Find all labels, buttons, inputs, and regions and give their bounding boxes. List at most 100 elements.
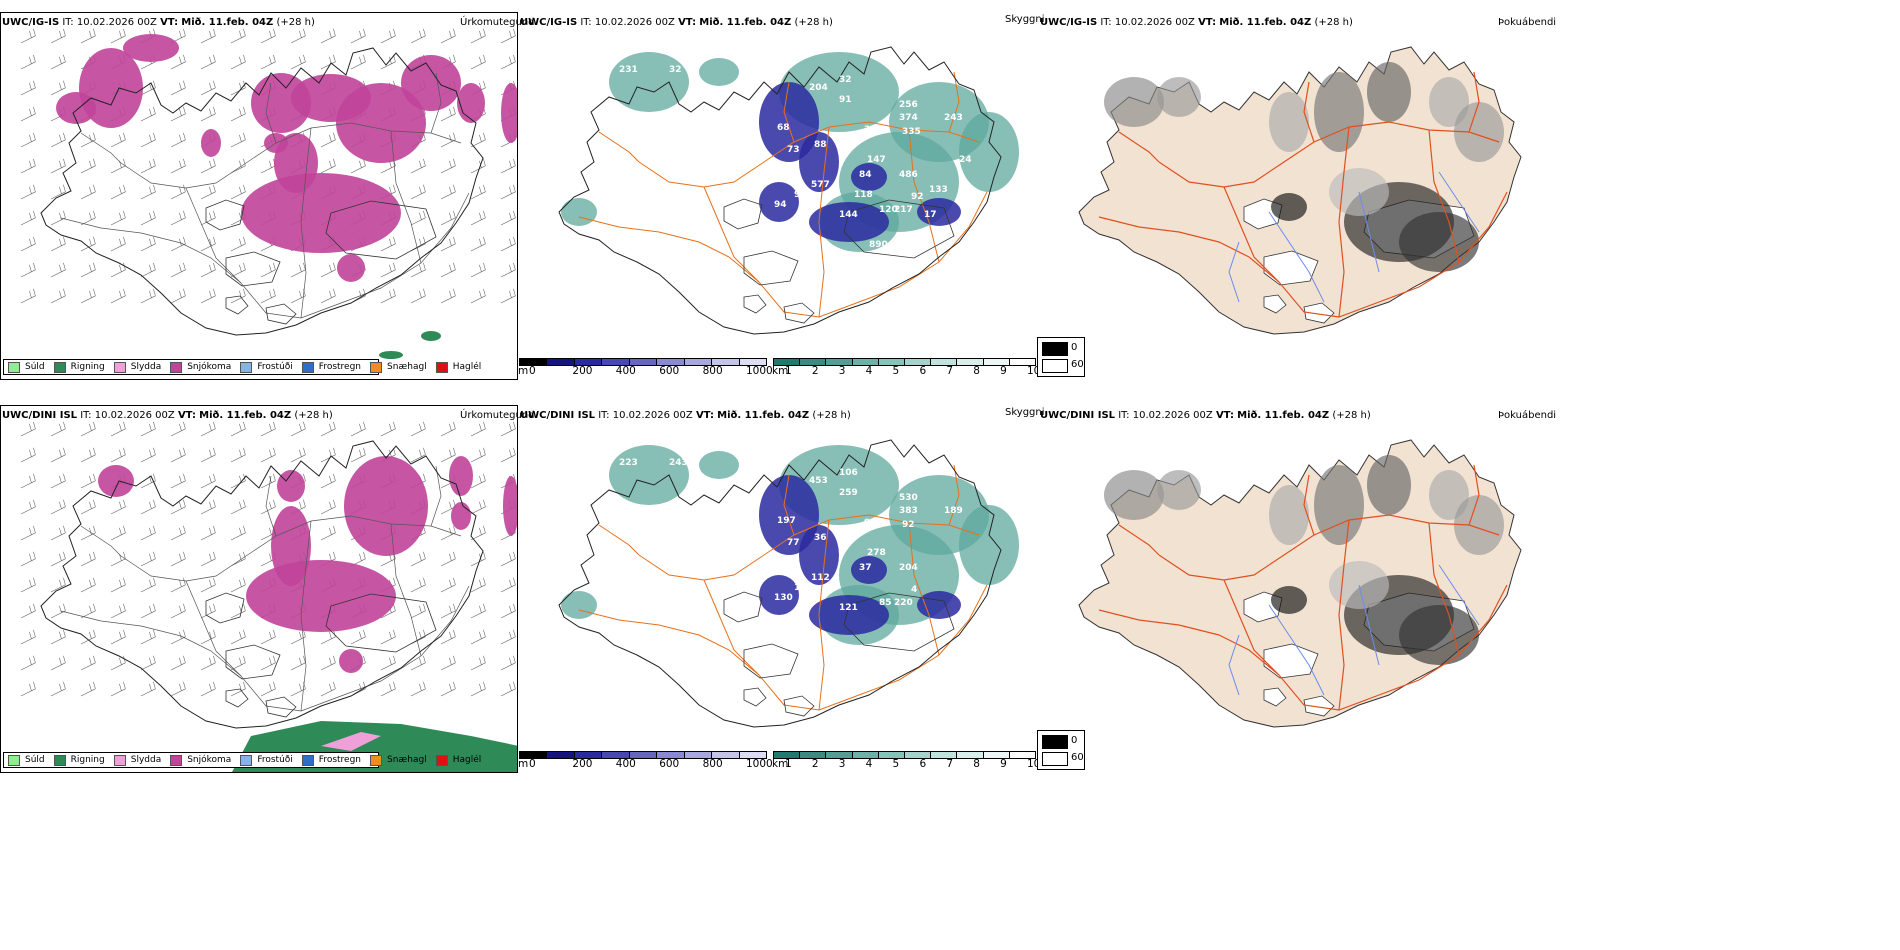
ceiling-value-label: 278 (867, 548, 886, 558)
ceiling-value-label: 32 (839, 75, 852, 85)
fog-legend-label: 60 (1071, 752, 1084, 763)
precip-legend-item: Haglél (435, 361, 481, 373)
precip-legend-swatch (301, 361, 314, 373)
ceiling-value-label: 106 (839, 468, 858, 478)
precip-legend-item: Súld (8, 754, 45, 766)
cloud-title-row1: Skyggni (1005, 14, 1045, 25)
colorbar-segment (1008, 358, 1036, 366)
colorbar-segment (546, 751, 575, 759)
precip-legend-swatch (301, 754, 314, 766)
precip-title-row1: Úrkomutegund (460, 17, 535, 28)
ceiling-colorbar-row2: m 0 200 400 600 800 1000 (518, 751, 773, 770)
fog-title-row2: Þokuábendi (1498, 410, 1557, 421)
precip-legend-item: Snæhagl (370, 754, 427, 766)
ceiling-value-label: 98 (794, 190, 807, 200)
colorbar-tick: 1000 (746, 365, 773, 377)
colorbar-tick: 600 (659, 758, 680, 770)
ceiling-value-label: 32 (669, 65, 682, 75)
precip-map-row1 (20, 28, 517, 359)
ceiling-value-label: 189 (944, 506, 963, 516)
colorbar-unit: km (772, 365, 789, 377)
colorbar-segment (877, 358, 905, 366)
ceiling-value-label: 217 (894, 205, 913, 215)
ceiling-value-label: 243 (944, 113, 963, 123)
ceiling-value-label: 204 (899, 563, 918, 573)
cloud-panel-row2: 223 187 243 453 259 106 530 383 92 189 197 77 36 97 27… (519, 405, 1039, 773)
ceiling-value-label: 204 (809, 83, 828, 93)
header-row2-panel1: UWC/DINI ISL IT: 10.02.2026 00Z VT: Mið.… (2, 410, 333, 421)
cloud-map-row2: 223 187 243 453 259 106 530 383 92 189 197 77 36 97 27… (558, 439, 1019, 728)
ceiling-value-label: 335 (902, 127, 921, 137)
colorbar-segment (738, 358, 767, 366)
precip-legend-label: Súld (25, 362, 45, 372)
precip-legend-label: Súld (25, 755, 45, 765)
colorbar-tick: 400 (615, 758, 636, 770)
precip-legend-label: Snæhagl (387, 755, 427, 765)
precip-legend-swatch (435, 361, 448, 373)
colorbar-tick: 8 (973, 365, 980, 377)
ceiling-value-label: 85 (879, 598, 892, 608)
colorbar-segment (930, 751, 958, 759)
fog-map-row1 (1078, 46, 1522, 335)
ceiling-value-label: 144 (839, 210, 858, 220)
ceiling-value-label: 220 (894, 598, 913, 608)
colorbar-tick: 4 (865, 758, 873, 770)
header-row1-panel1: UWC/IG-IS IT: 10.02.2026 00Z VT: Mið. 11… (2, 17, 315, 28)
ceiling-value-label: 73 (787, 145, 800, 155)
precip-legend-swatch (240, 361, 253, 373)
precip-legend-item: Súld (8, 361, 45, 373)
ceiling-value-label: 314 (629, 115, 648, 125)
ceiling-value-label: 121 (839, 603, 858, 613)
colorbar-tick: 800 (702, 758, 723, 770)
precip-legend-swatch (170, 754, 183, 766)
colorbar-tick: 3 (838, 758, 846, 770)
colorbar-tick: 3 (838, 365, 846, 377)
colorbar-segment (930, 358, 958, 366)
ceiling-value-label: 24 (959, 155, 972, 165)
precip-legend-swatch (170, 361, 183, 373)
colorbar-segment (877, 751, 905, 759)
colorbar-tick: 2 (811, 758, 819, 770)
precip-legend-swatch (240, 754, 253, 766)
precip-legend-label: Haglél (452, 755, 482, 765)
precip-legend-row1: Súld Rigning Slydda Snjókoma Frostúði Frostre… (3, 359, 481, 375)
colorbar-tick: 200 (572, 365, 593, 377)
colorbar-tick: 9 (1000, 758, 1007, 770)
colorbar-tick: 6 (919, 365, 927, 377)
precip-legend-swatch (8, 754, 20, 766)
precip-legend-label: Snæhagl (387, 362, 427, 372)
precip-map-row2 (20, 421, 517, 772)
precip-legend-item: Frostúði (240, 361, 293, 373)
ceiling-value-label: 120 (879, 205, 898, 215)
ceiling-value-label: 147 (867, 155, 886, 165)
colorbar-unit: m (518, 758, 529, 770)
ceiling-value-label: 84 (859, 170, 872, 180)
ceiling-value-label: 197 (777, 516, 796, 526)
fog-legend-label: 0 (1071, 342, 1078, 353)
ceiling-value-label: 577 (811, 180, 830, 190)
fog-map-row2 (1078, 439, 1522, 728)
precip-legend-item: Frostúði (240, 754, 293, 766)
ceiling-value-label: 77 (787, 538, 800, 548)
ceiling-value-label: 187 (629, 508, 648, 518)
precip-legend-item: Snjókoma (170, 754, 232, 766)
fog-legend-row2: 0 60 (1037, 730, 1085, 770)
precip-legend-label: Snjókoma (187, 755, 232, 765)
colorbar-tick: 4 (865, 365, 873, 377)
fog-legend-row1: 0 60 (1037, 337, 1085, 377)
header-row1-panel2: UWC/IG-IS IT: 10.02.2026 00Z VT: Mið. 11… (520, 17, 833, 28)
precip-panel-row1: Súld Rigning Slydda Snjókoma Frostúði Frostre… (0, 12, 518, 380)
colorbar-unit: km (772, 758, 789, 770)
precip-legend-item: Snjókoma (170, 361, 231, 373)
ceiling-value-label: 17 (924, 210, 937, 220)
precip-legend-item: Haglél (435, 754, 482, 766)
fog-legend-swatch (1042, 342, 1068, 356)
ceiling-value-label: 453 (809, 476, 828, 486)
precip-title-row2: Úrkomutegund (460, 410, 535, 421)
ceiling-value-label: 231 (619, 65, 638, 75)
ceiling-value-label: 530 (899, 493, 918, 503)
cloud-map-row1: 231 314 32 204 91 32 256 374 335 243 68 73 88 37 147 84… (558, 46, 1019, 335)
precip-legend-label: Frostúði (257, 362, 293, 372)
colorbar-tick: 8 (973, 758, 980, 770)
colorbar-segment (904, 751, 932, 759)
